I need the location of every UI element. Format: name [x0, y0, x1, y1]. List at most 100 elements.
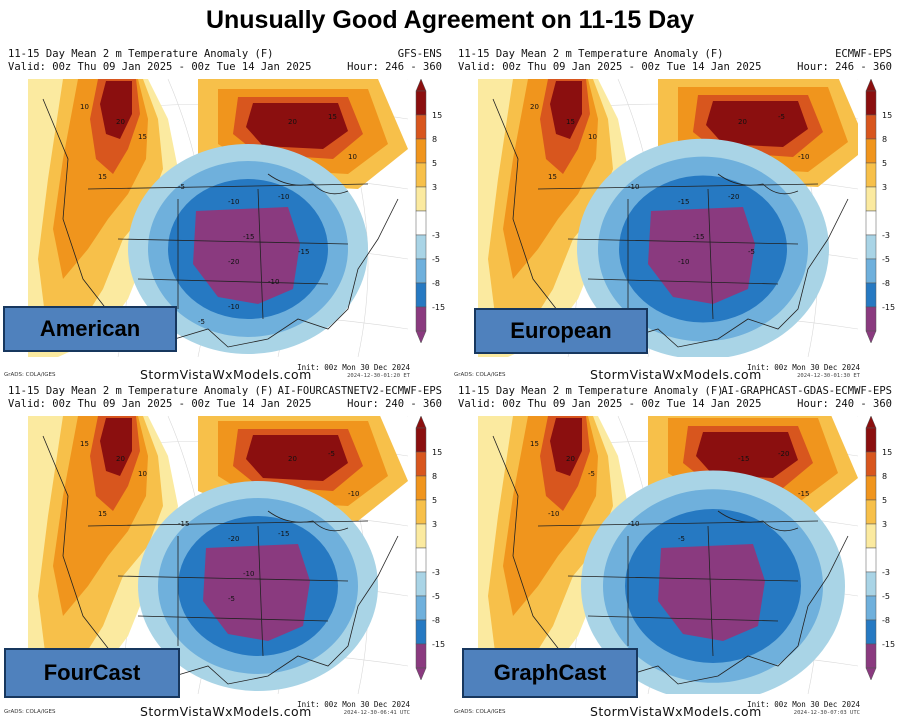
contour-label: 20: [738, 118, 747, 126]
contour-label: -10: [268, 278, 279, 286]
init-time: Init: 00z Mon 30 Dec 2024: [297, 363, 410, 372]
contour-label: -15: [298, 248, 309, 256]
colorbar-tick: -15: [432, 303, 445, 312]
brand-watermark: StormVistaWxModels.com: [140, 704, 312, 719]
colorbar-band: [415, 210, 427, 236]
contour-label: -5: [588, 470, 595, 478]
panel-graphcast: 11-15 Day Mean 2 m Temperature Anomaly (…: [450, 382, 900, 727]
header-model: AI-FOURCASTNETV2-ECMWF-EPS: [277, 385, 442, 397]
contour-label: -5: [328, 450, 335, 458]
contour-label: -20: [778, 450, 789, 458]
colorbar-tick: 8: [432, 472, 437, 481]
init-info: Init: 00z Mon 30 Dec 2024 2024-12-30-01:3…: [747, 363, 860, 381]
contour-label: 10: [80, 103, 89, 111]
colorbar-tick: -15: [882, 303, 895, 312]
colorbar-tick: -3: [882, 231, 890, 240]
contour-label: -5: [778, 113, 785, 121]
header-hour: Hour: 240 - 360: [797, 398, 892, 410]
colorbar-tick: 8: [882, 472, 887, 481]
model-label-graphcast: GraphCast: [462, 648, 638, 698]
contour-label: 15: [530, 440, 539, 448]
colorbar-tick: 5: [882, 159, 887, 168]
init-info: Init: 00z Mon 30 Dec 2024 2024-12-30-06:4…: [297, 700, 410, 718]
colorbar-band: [415, 427, 427, 453]
colorbar-tick: 8: [432, 135, 437, 144]
colorbar-band: [865, 114, 877, 140]
colorbar-band: [415, 643, 427, 669]
colorbar: 15 8 5 3 -3 -5 -8 -15: [410, 415, 450, 706]
colorbar-tick: -3: [432, 568, 440, 577]
colorbar-tick: -8: [432, 279, 440, 288]
header-hour: Hour: 240 - 360: [347, 398, 442, 410]
contour-label: 15: [566, 118, 575, 126]
colorbar-band: [415, 162, 427, 188]
colorbar-tick: 15: [882, 448, 892, 457]
contour-label: -20: [228, 535, 239, 543]
panel-fourcast: 11-15 Day Mean 2 m Temperature Anomaly (…: [0, 382, 450, 727]
colorbar-band: [415, 523, 427, 549]
colorbar-tick: 3: [882, 183, 887, 192]
contour-label: -10: [628, 183, 639, 191]
map-svg: 15 20 10 15 20 -5 -10 -15 -20 -15 -10 -5: [28, 416, 408, 694]
brand-watermark: StormVistaWxModels.com: [590, 704, 762, 719]
colorbar-tick: -5: [882, 255, 890, 264]
header-model: ECMWF-EPS: [835, 48, 892, 60]
colorbar-tick: -8: [432, 616, 440, 625]
colorbar-band: [415, 619, 427, 645]
contour-label: -10: [548, 510, 559, 518]
colorbar-band: [415, 114, 427, 140]
contour-label: -10: [278, 193, 289, 201]
colorbar-band: [865, 523, 877, 549]
colorbar-band: [415, 595, 427, 621]
contour-label: 15: [98, 173, 107, 181]
header-hour: Hour: 246 - 360: [347, 61, 442, 73]
map-svg: 10 20 15 15 20 15 10 -5 -10 -10 -15 -20 -15 -10 -10 -5: [28, 79, 408, 357]
model-label-american: American: [3, 306, 177, 352]
colorbar-band: [865, 427, 877, 453]
contour-label: 20: [116, 455, 125, 463]
contour-label: -15: [693, 233, 704, 241]
contour-label: -10: [798, 153, 809, 161]
contour-label: -15: [738, 455, 749, 463]
contour-label: -10: [228, 198, 239, 206]
colorbar-svg: 15 8 5 3 -3 -5 -8 -15: [865, 415, 895, 681]
contour-label: -10: [348, 490, 359, 498]
colorbar-band: [865, 595, 877, 621]
header-model: AI-GRAPHCAST-GDAS-ECMWF-EPS: [721, 385, 892, 397]
colorbar-tick: -3: [882, 568, 890, 577]
colorbar-tick: -5: [882, 592, 890, 601]
colorbar-svg: 15 8 5 3 -3 -5 -8 -15: [865, 78, 895, 344]
colorbar-band: [865, 547, 877, 573]
colorbar-tick: -8: [882, 279, 890, 288]
contour-label: 20: [566, 455, 575, 463]
colorbar-tick: 5: [432, 159, 437, 168]
contour-label: 15: [328, 113, 337, 121]
contour-label: -10: [228, 303, 239, 311]
colorbar-tick: 15: [432, 111, 442, 120]
colorbar-band: [415, 282, 427, 308]
contour-label: -15: [178, 520, 189, 528]
contour-label: -5: [678, 535, 685, 543]
init-time: Init: 00z Mon 30 Dec 2024: [297, 700, 410, 709]
header-title: 11-15 Day Mean 2 m Temperature Anomaly (…: [8, 48, 274, 60]
header-valid: Valid: 00z Thu 09 Jan 2025 - 00z Tue 14 …: [8, 61, 312, 73]
map-svg: 20 15 10 15 20 -5 -10 -10 -15 -20 -15 -10 -5: [478, 79, 858, 357]
colorbar-band: [415, 306, 427, 332]
colorbar-band: [865, 162, 877, 188]
contour-label: 20: [288, 118, 297, 126]
colorbar-band: [865, 234, 877, 260]
temperature-anomaly-map: 15 20 10 15 20 -5 -10 -15 -20 -15 -10 -5: [28, 416, 408, 694]
grads-credit: GrADS: COLA/IGES: [4, 709, 56, 715]
panel-american: 11-15 Day Mean 2 m Temperature Anomaly (…: [0, 45, 450, 390]
init-info: Init: 00z Mon 30 Dec 2024 2024-12-30-07:0…: [747, 700, 860, 718]
colorbar-band: [865, 282, 877, 308]
contour-label: 10: [588, 133, 597, 141]
colorbar: 15 8 5 3 -3 -5 -8 -15: [860, 415, 900, 706]
contour-label: -20: [228, 258, 239, 266]
colorbar-band: [415, 547, 427, 573]
contour-label: -5: [178, 183, 185, 191]
colorbar-band: [415, 475, 427, 501]
colorbar-band: [865, 90, 877, 116]
header-title: 11-15 Day Mean 2 m Temperature Anomaly (…: [458, 385, 724, 397]
header-title: 11-15 Day Mean 2 m Temperature Anomaly (…: [8, 385, 274, 397]
